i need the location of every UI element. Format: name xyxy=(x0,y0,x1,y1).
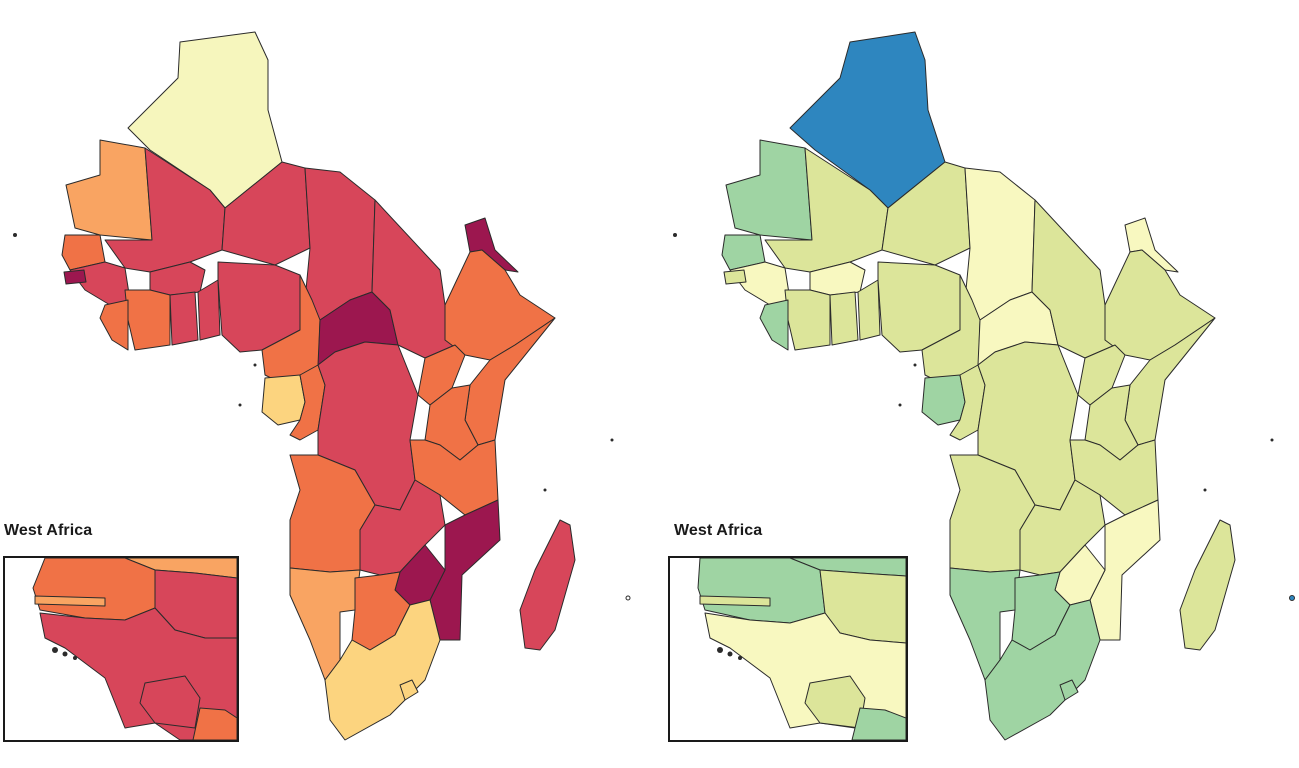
region-benin[interactable] xyxy=(197,279,221,341)
region-namibia[interactable] xyxy=(949,567,1021,681)
island-mauritius xyxy=(625,595,631,601)
island-comoros xyxy=(1203,488,1207,492)
island-cape-verde xyxy=(673,233,677,237)
inset-right-liberia[interactable] xyxy=(851,707,906,740)
island-bioko xyxy=(253,363,257,367)
island-mauritius xyxy=(1289,595,1295,601)
west-africa-inset-right xyxy=(668,556,908,742)
region-south-africa[interactable] xyxy=(324,599,441,741)
region-guinea-bissau[interactable] xyxy=(63,269,87,285)
inset-left-liberia[interactable] xyxy=(192,707,237,740)
region-south-africa[interactable] xyxy=(984,599,1101,741)
inset-left-senegal[interactable] xyxy=(32,558,156,621)
inset-title-left: West Africa xyxy=(4,522,93,539)
region-gabon[interactable] xyxy=(921,374,966,426)
region-cote-divoire[interactable] xyxy=(784,289,831,351)
left-africa-map xyxy=(13,31,631,741)
west-africa-inset-left xyxy=(3,556,239,742)
region-mauritania[interactable] xyxy=(65,139,153,241)
island-sao-tome xyxy=(238,403,242,407)
region-guinea[interactable] xyxy=(729,261,791,306)
region-madagascar[interactable] xyxy=(519,519,576,651)
right-africa-map xyxy=(673,31,1295,741)
region-guinea-bissau[interactable] xyxy=(723,269,747,285)
region-mozambique[interactable] xyxy=(429,499,501,641)
region-liberia[interactable] xyxy=(99,299,129,351)
island-sao-tome xyxy=(898,403,902,407)
region-gabon[interactable] xyxy=(261,374,306,426)
region-benin[interactable] xyxy=(857,279,881,341)
region-namibia[interactable] xyxy=(289,567,361,681)
region-ghana[interactable] xyxy=(829,291,859,346)
west-africa-inset-right-map xyxy=(670,558,906,740)
region-guinea[interactable] xyxy=(69,261,131,306)
right-map-panel: West Africa xyxy=(660,0,1299,768)
island-bioko xyxy=(913,363,917,367)
inset-left-gambia[interactable] xyxy=(34,595,106,607)
region-madagascar[interactable] xyxy=(1179,519,1236,651)
region-ghana[interactable] xyxy=(169,291,199,346)
region-cote-divoire[interactable] xyxy=(124,289,171,351)
inset-right-gambia[interactable] xyxy=(699,595,771,607)
region-lesotho[interactable] xyxy=(399,679,419,701)
island-cape-verde xyxy=(13,233,17,237)
region-liberia[interactable] xyxy=(759,299,789,351)
left-map-panel: West Africa xyxy=(0,0,640,768)
inset-left-sierra-leone[interactable] xyxy=(139,675,201,729)
region-lesotho[interactable] xyxy=(1059,679,1079,701)
region-mozambique[interactable] xyxy=(1089,499,1161,641)
region-mauritania[interactable] xyxy=(725,139,813,241)
region-ethiopia[interactable] xyxy=(444,249,556,361)
island-seychelles xyxy=(610,438,614,442)
island-comoros xyxy=(543,488,547,492)
west-africa-inset-left-map xyxy=(5,558,237,740)
region-ethiopia[interactable] xyxy=(1104,249,1216,361)
inset-title-right: West Africa xyxy=(674,522,763,539)
island-seychelles xyxy=(1270,438,1274,442)
